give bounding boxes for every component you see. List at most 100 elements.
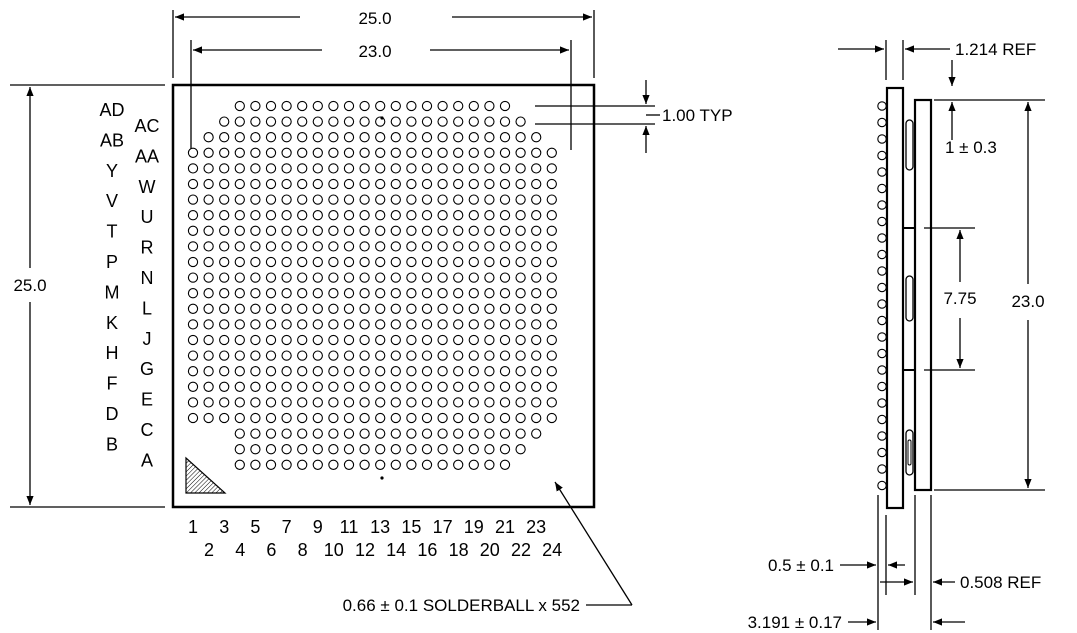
solder-ball — [203, 381, 214, 392]
solder-ball — [281, 116, 292, 127]
solder-ball — [328, 225, 339, 236]
solder-ball — [468, 178, 479, 190]
solder-ball — [328, 178, 339, 190]
solder-ball — [437, 241, 448, 252]
center-mark-bottom — [380, 476, 384, 480]
solder-ball — [421, 366, 433, 377]
solder-ball — [250, 350, 261, 361]
solder-ball — [297, 412, 308, 424]
solder-ball — [187, 272, 199, 283]
solder-ball — [250, 444, 261, 455]
solder-ball — [390, 319, 401, 330]
solder-ball — [265, 272, 277, 283]
solder-ball — [250, 288, 261, 299]
col-label: 20 — [480, 540, 500, 560]
solder-ball — [250, 147, 261, 158]
solder-ball — [359, 319, 370, 330]
solder-ball — [484, 334, 495, 346]
solder-ball — [250, 163, 261, 174]
solder-ball — [421, 444, 433, 455]
solder-ball — [187, 163, 199, 174]
solder-ball — [515, 116, 526, 127]
solder-ball — [515, 194, 526, 205]
solder-ball — [531, 272, 542, 283]
solder-ball — [343, 178, 355, 190]
solder-ball — [359, 178, 370, 190]
solder-ball — [265, 256, 277, 268]
dim-substrate: 0.508 REF — [880, 573, 1041, 592]
solder-ball — [328, 163, 339, 174]
col-label: 4 — [235, 540, 245, 560]
solder-ball — [328, 303, 339, 314]
solder-ball — [453, 303, 464, 314]
solder-ball — [531, 210, 542, 221]
row-label: AA — [135, 146, 159, 166]
solder-ball — [312, 256, 323, 268]
solder-ball — [437, 366, 448, 377]
solder-ball — [281, 210, 292, 221]
solder-ball — [328, 272, 339, 283]
dim-overall-height-label: 25.0 — [13, 276, 46, 295]
solder-ball — [281, 428, 292, 439]
side-solder-ball — [877, 299, 887, 309]
row-label: J — [143, 329, 152, 349]
solder-ball — [203, 397, 214, 408]
solder-ball — [312, 241, 323, 252]
solder-ball — [406, 116, 417, 127]
solder-ball — [297, 334, 308, 346]
solder-ball — [499, 412, 511, 424]
solder-ball — [203, 350, 214, 361]
solder-ball — [328, 444, 339, 455]
solder-ball — [219, 241, 230, 252]
solder-ball — [187, 241, 199, 252]
solder-ball — [343, 163, 355, 174]
dim-total-height-label: 3.191 ± 0.17 — [748, 613, 842, 632]
solder-ball — [359, 116, 370, 127]
solder-ball — [546, 210, 557, 221]
solder-ball — [546, 288, 557, 299]
solder-ball — [312, 381, 323, 392]
solder-ball — [375, 444, 386, 455]
solder-ball — [281, 100, 292, 112]
solder-ball — [406, 132, 417, 143]
solder-ball — [531, 412, 542, 424]
solder-ball — [359, 147, 370, 158]
solder-ball — [499, 241, 511, 252]
dim-overall-height: 25.0 — [13, 87, 47, 505]
solder-ball — [453, 428, 464, 439]
solder-ball — [375, 210, 386, 221]
solder-ball — [546, 147, 557, 158]
solder-ball — [484, 256, 495, 268]
solder-ball — [312, 288, 323, 299]
solder-ball — [234, 366, 245, 377]
row-label: AB — [100, 130, 124, 150]
solder-ball — [187, 178, 199, 190]
col-labels-even: 2 4 6 8 10 12 14 16 18 20 22 24 — [204, 540, 562, 560]
solder-ball — [546, 225, 557, 236]
solder-ball — [406, 100, 417, 112]
solder-ball — [515, 334, 526, 346]
solder-ball — [281, 147, 292, 158]
solder-ball — [234, 241, 245, 252]
solder-ball — [281, 241, 292, 252]
solder-ball — [297, 241, 308, 252]
solder-ball — [328, 412, 339, 424]
dim-lid-thickness: 1.214 REF — [838, 40, 1036, 59]
solder-ball — [312, 132, 323, 143]
solder-ball — [515, 178, 526, 190]
solder-ball — [203, 210, 214, 221]
solder-ball — [499, 225, 511, 236]
solder-ball — [265, 350, 277, 361]
solder-ball — [343, 381, 355, 392]
solder-ball — [421, 412, 433, 424]
solder-ball — [297, 444, 308, 455]
side-solder-ball — [877, 266, 887, 276]
solder-ball — [250, 381, 261, 392]
solder-ball — [531, 366, 542, 377]
dim-overall-width: 25.0 — [175, 9, 592, 28]
solder-ball — [312, 397, 323, 408]
solder-ball — [281, 334, 292, 346]
solder-ball — [312, 459, 323, 470]
solder-ball — [250, 319, 261, 330]
